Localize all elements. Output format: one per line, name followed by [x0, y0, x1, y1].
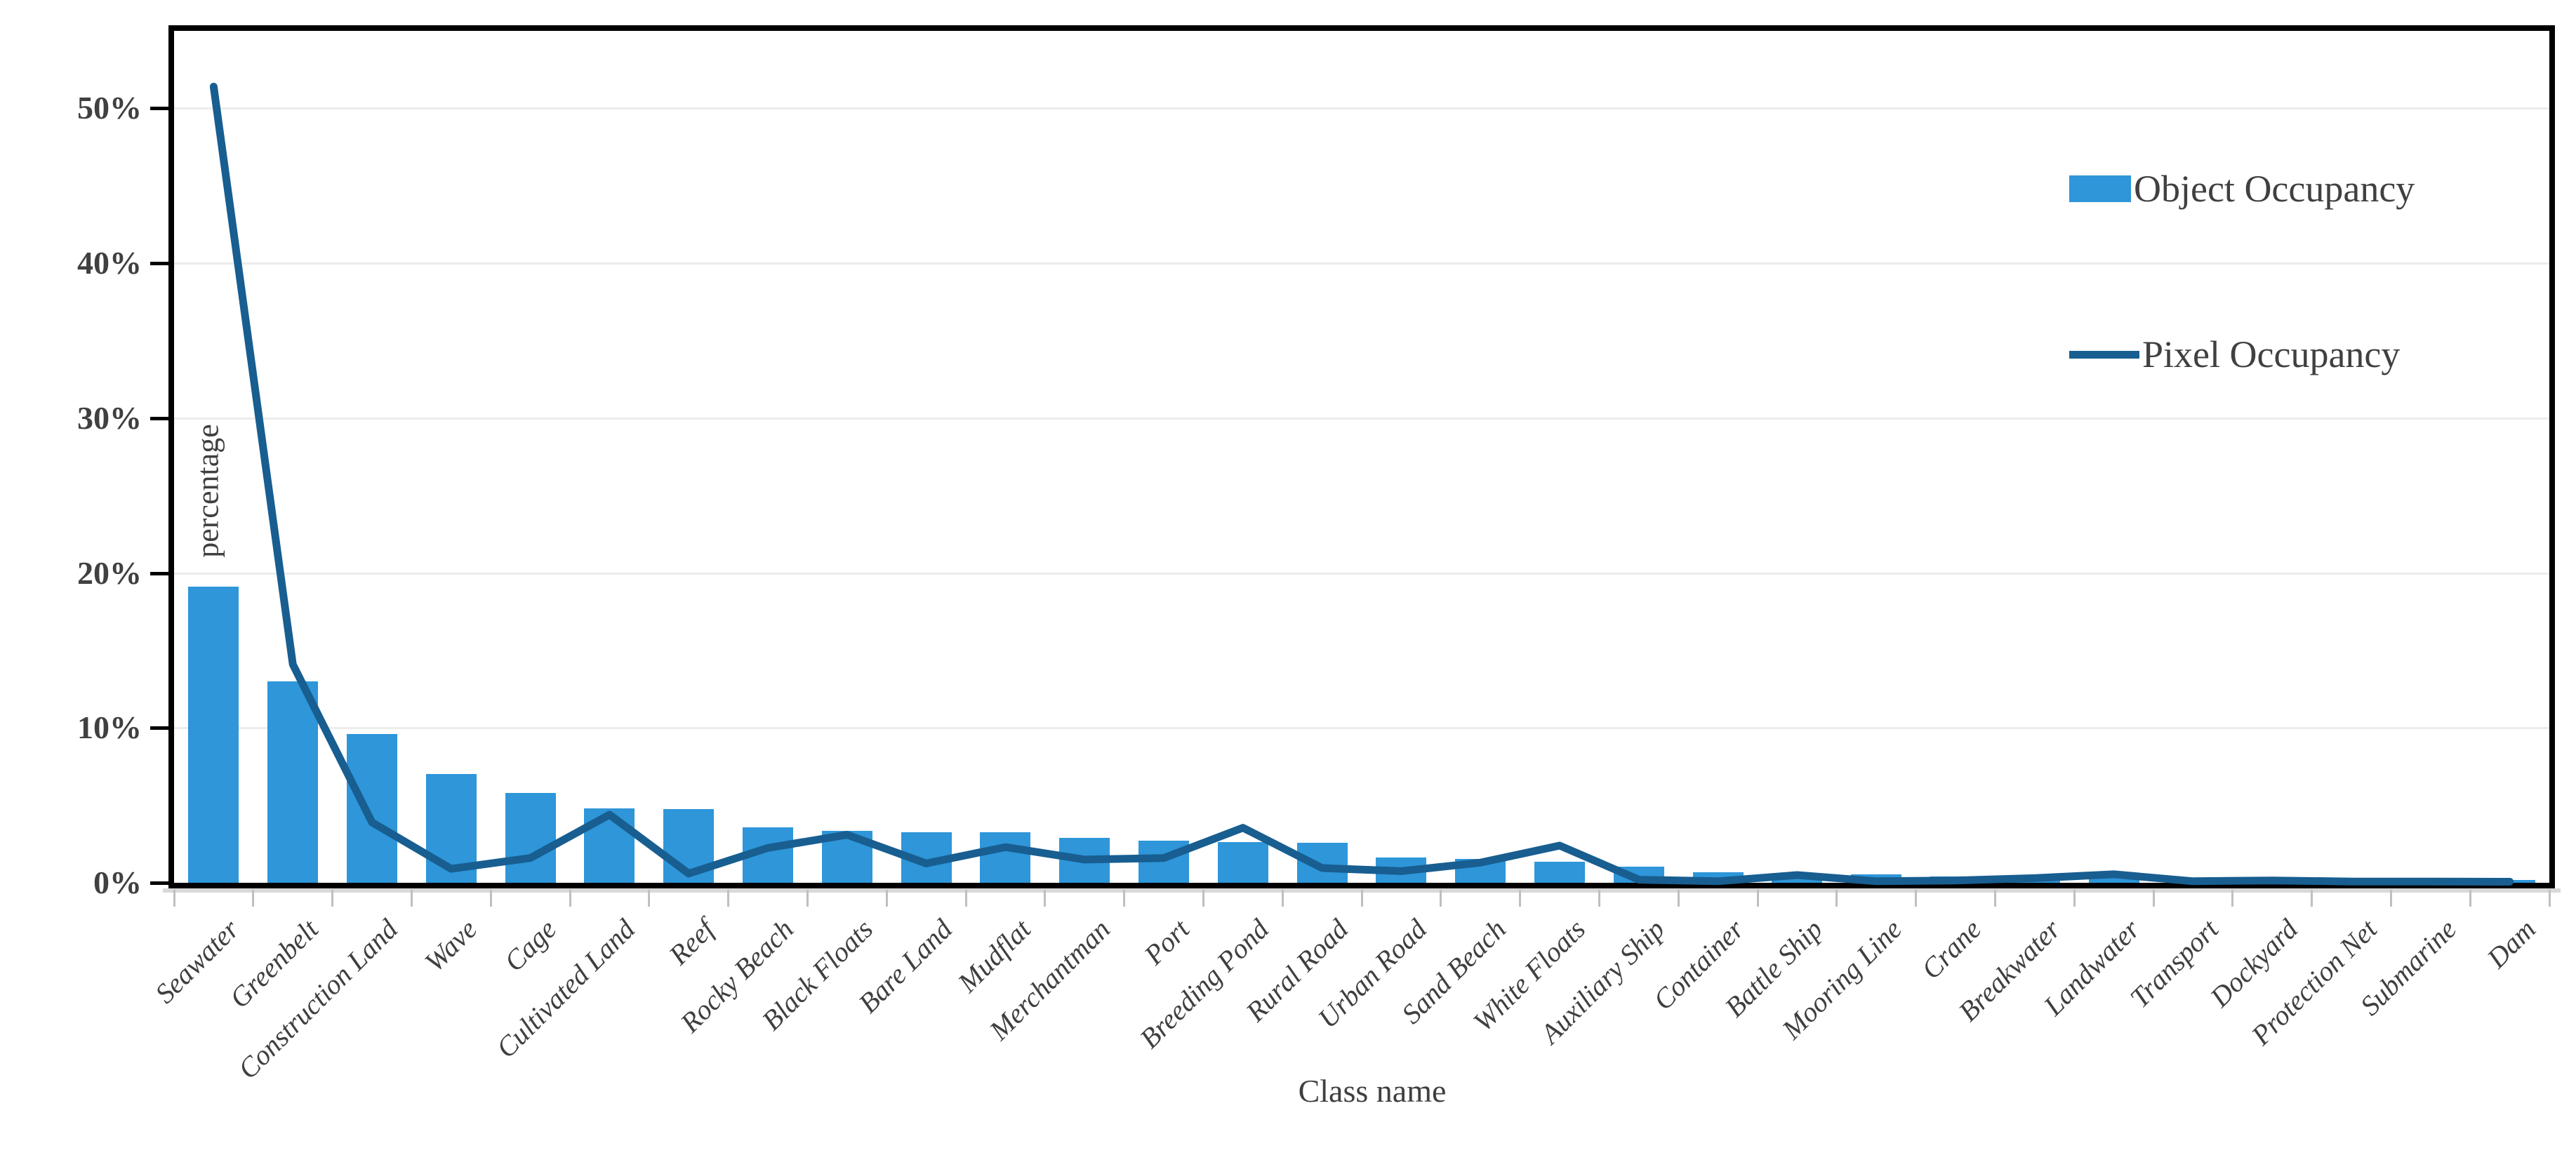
legend-bar-swatch — [2069, 175, 2131, 202]
bar-cage — [505, 792, 556, 883]
legend-item-pixel-occupancy: Pixel Occupancy — [2069, 333, 2400, 376]
x-tick — [1360, 890, 1363, 907]
y-axis-title: percentage — [190, 424, 225, 558]
gridline-40% — [174, 262, 2549, 265]
bar-mudflat — [980, 832, 1031, 883]
bar-landwater — [2088, 878, 2139, 883]
x-tick — [1915, 890, 1918, 907]
x-tick — [1835, 890, 1838, 907]
x-tick — [2231, 890, 2234, 907]
x-tick — [1281, 890, 1284, 907]
x-tick — [1202, 890, 1204, 907]
plot-area: percentage — [168, 25, 2555, 888]
gridline-50% — [174, 107, 2549, 110]
y-axis-tick-label: 40% — [77, 245, 142, 281]
bar-white-floats — [1534, 862, 1585, 883]
y-axis-tick-label: 50% — [77, 90, 142, 126]
x-tick — [806, 890, 809, 907]
chart-figure: percentage 0% 10% 20% 30% 40% 50% Seawater Gre… — [77, 25, 2561, 1109]
x-tick — [648, 890, 651, 907]
gridline-20% — [174, 572, 2549, 575]
x-tick — [727, 890, 730, 907]
y-tick-40% — [150, 262, 168, 266]
y-tick-50% — [150, 107, 168, 111]
bar-seawater — [188, 587, 239, 883]
x-tick — [1044, 890, 1047, 907]
gridline-30% — [174, 417, 2549, 420]
x-axis-title: Class name — [1298, 1073, 1447, 1109]
y-axis-tick-label: 30% — [77, 399, 142, 436]
y-tick-0% — [150, 881, 168, 885]
pixel-occupancy-line — [209, 83, 2514, 886]
x-tick — [489, 890, 492, 907]
y-axis-tick-label: 20% — [77, 554, 142, 591]
y-axis-tick-label: 0% — [93, 865, 142, 900]
y-tick-30% — [150, 416, 168, 420]
x-tick — [1440, 890, 1442, 907]
legend-label: Object Occupancy — [2134, 168, 2415, 210]
x-tick — [1677, 890, 1680, 907]
bar-construction-land — [347, 734, 397, 883]
x-tick — [2311, 890, 2313, 907]
x-tick — [1993, 890, 1996, 907]
x-tick — [2389, 890, 2392, 907]
x-tick — [885, 890, 888, 907]
x-tick — [2548, 890, 2551, 907]
y-axis-tick-label: 10% — [77, 709, 142, 746]
x-tick — [2073, 890, 2076, 907]
legend-line-swatch — [2069, 350, 2139, 359]
y-tick-10% — [150, 726, 168, 731]
x-tick — [964, 890, 967, 907]
legend-label: Pixel Occupancy — [2142, 333, 2401, 375]
x-tick — [1123, 890, 1126, 907]
x-tick — [1519, 890, 1522, 907]
bar-breeding-pond — [1217, 841, 1268, 883]
x-tick — [1756, 890, 1759, 907]
x-tick — [252, 890, 255, 907]
bar-greenbelt — [267, 681, 319, 883]
x-tick — [410, 890, 413, 907]
x-tick — [2469, 890, 2471, 907]
x-tick — [1598, 890, 1600, 907]
x-tick — [569, 890, 571, 907]
x-tick — [331, 890, 334, 907]
legend-item-object-occupancy: Object Occupancy — [2069, 167, 2415, 211]
x-tick — [2152, 890, 2155, 907]
y-tick-20% — [150, 571, 168, 575]
gridline-10% — [174, 727, 2549, 730]
x-tick — [173, 890, 175, 907]
